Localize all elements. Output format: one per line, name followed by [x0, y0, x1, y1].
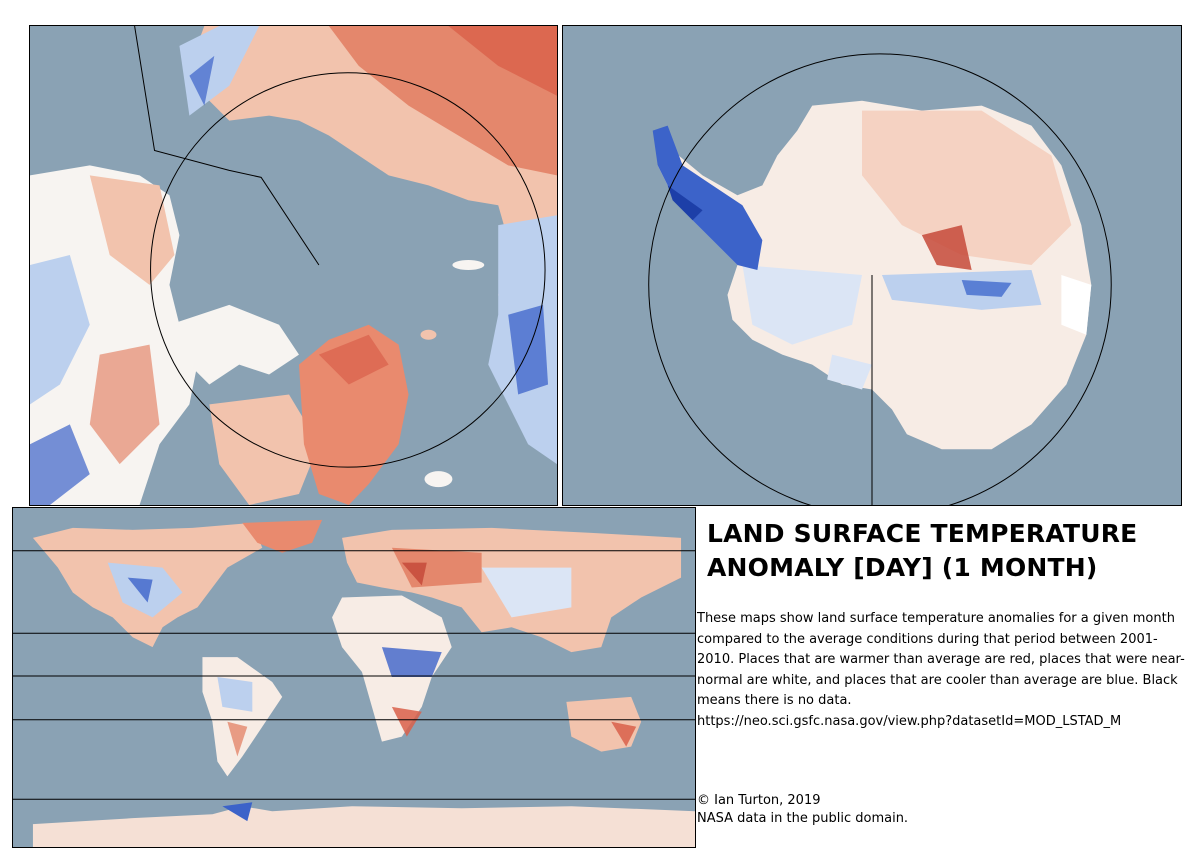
world-greenland	[242, 519, 323, 553]
description-text: These maps show land surface temperature…	[697, 611, 1185, 708]
credits: © Ian Turton, 2019 NASA data in the publ…	[697, 792, 908, 828]
antarctic-peninsula	[652, 125, 763, 270]
arctic-greenland	[298, 324, 409, 505]
credit-line: © Ian Turton, 2019	[697, 793, 821, 808]
map-title: LAND SURFACE TEMPERATURE ANOMALY [DAY] (…	[707, 519, 1138, 582]
map-description: These maps show land surface temperature…	[697, 609, 1192, 732]
source-url: https://neo.sci.gsfc.nasa.gov/view.php?d…	[697, 713, 1122, 729]
antarctic-map-canvas	[563, 26, 1181, 505]
antarctic-map	[562, 25, 1182, 506]
arctic-canadian-archipelago	[169, 304, 299, 385]
license-line: NASA data in the public domain.	[697, 811, 909, 826]
arctic-map-canvas	[30, 26, 557, 505]
world-antarctica	[32, 806, 695, 847]
world-map	[12, 507, 696, 848]
world-map-canvas	[13, 508, 695, 847]
arctic-map	[29, 25, 558, 506]
